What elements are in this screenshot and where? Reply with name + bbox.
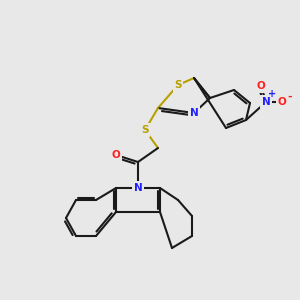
Text: +: + bbox=[268, 89, 276, 99]
Text: O: O bbox=[112, 150, 120, 160]
Text: O: O bbox=[278, 97, 286, 107]
Text: S: S bbox=[141, 125, 149, 135]
Text: -: - bbox=[288, 92, 292, 102]
Text: S: S bbox=[174, 80, 182, 90]
Text: N: N bbox=[262, 97, 270, 107]
Text: O: O bbox=[256, 81, 266, 91]
Text: N: N bbox=[134, 183, 142, 193]
Text: N: N bbox=[190, 108, 198, 118]
